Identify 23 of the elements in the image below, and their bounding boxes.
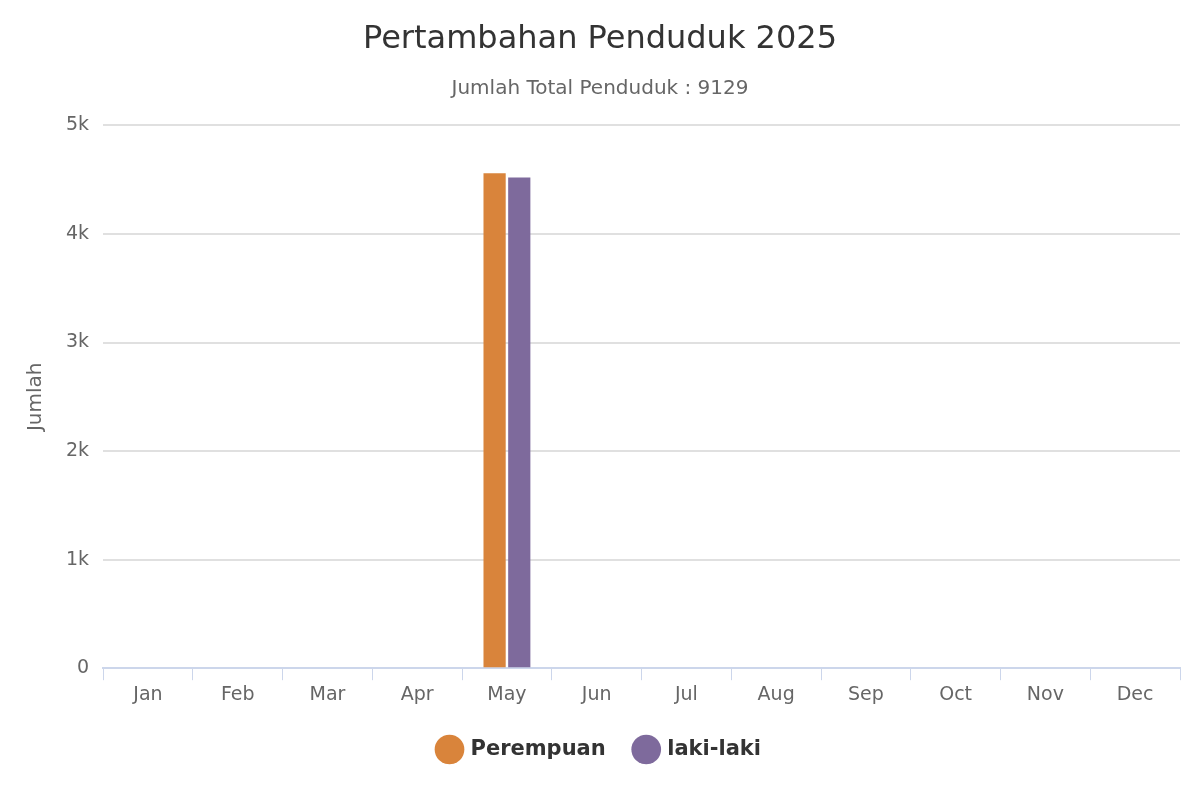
y-tick-label: 3k <box>66 329 90 352</box>
x-tick-label: Feb <box>220 681 255 704</box>
x-tick-label: Sep <box>848 681 884 704</box>
x-tick-label: Jan <box>132 681 163 704</box>
y-tick-label: 2k <box>66 438 90 461</box>
legend-label: Perempuan <box>470 735 606 760</box>
x-tick-label: Oct <box>939 681 973 704</box>
x-tick-label: May <box>487 681 527 704</box>
y-tick-label: 0 <box>77 655 90 678</box>
legend-label: laki-laki <box>667 735 762 760</box>
y-tick-label: 4k <box>66 220 90 243</box>
x-tick-label: Dec <box>1116 681 1154 704</box>
y-tick-label: 1k <box>66 546 90 569</box>
chart-title: Pertambahan Penduduk 2025 <box>362 17 838 56</box>
x-tick-label: Jul <box>673 681 698 704</box>
chart-subtitle: Jumlah Total Penduduk : 9129 <box>449 74 749 99</box>
x-tick-label: Jun <box>580 681 612 704</box>
x-tick-label: Nov <box>1026 681 1064 704</box>
x-tick-label: Aug <box>757 681 795 704</box>
x-tick-label: Mar <box>309 681 346 704</box>
y-tick-label: 5k <box>66 112 90 135</box>
x-tick-label: Apr <box>400 681 434 704</box>
y-axis-title: Jumlah <box>22 362 47 434</box>
